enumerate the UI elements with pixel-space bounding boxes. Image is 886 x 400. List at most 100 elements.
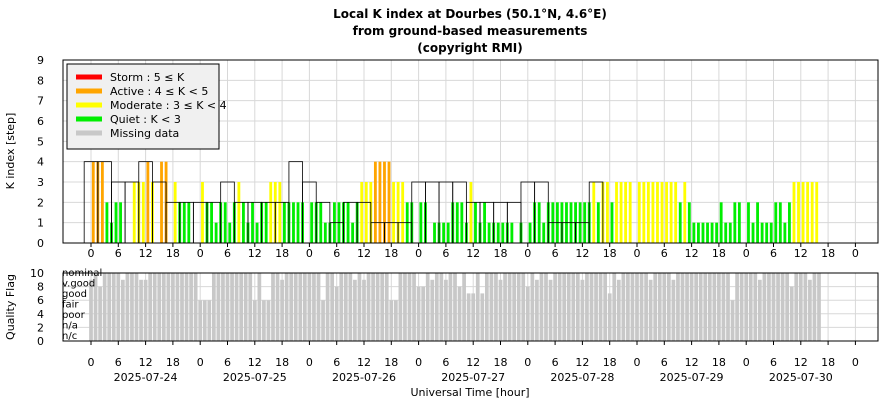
quality-bar xyxy=(362,279,366,341)
k-x-tick-label: 6 xyxy=(442,247,449,260)
quality-bar xyxy=(521,273,526,341)
quality-bar xyxy=(393,300,398,341)
q-date-label: 2025-07-27 xyxy=(441,371,505,384)
quality-bar xyxy=(403,273,407,341)
quality-bar xyxy=(785,273,790,341)
quality-bar xyxy=(707,273,712,341)
k-nowcast-bar xyxy=(737,202,741,243)
quality-bar xyxy=(717,273,721,341)
k-nowcast-bar xyxy=(687,202,691,243)
quality-bar xyxy=(134,273,139,341)
quality-bar xyxy=(289,273,294,341)
k-nowcast-bar xyxy=(628,182,632,243)
quality-bar xyxy=(448,273,453,341)
q-x-tick-label: 18 xyxy=(603,356,617,369)
chart-title-line3: (copyright RMI) xyxy=(417,41,522,55)
k-nowcast-bar xyxy=(214,222,218,243)
quality-bar xyxy=(416,286,421,341)
quality-bar xyxy=(762,273,767,341)
quality-bar xyxy=(548,279,553,341)
k-nowcast-bar xyxy=(606,182,609,243)
quality-bar xyxy=(630,273,635,341)
k-nowcast-bar xyxy=(319,202,323,243)
quality-bars xyxy=(89,273,821,341)
q-y-tick-label: 4 xyxy=(37,308,44,321)
k-nowcast-bar xyxy=(346,202,350,243)
q-date-label: 2025-07-25 xyxy=(223,371,287,384)
quality-bar xyxy=(120,279,125,341)
quality-bar xyxy=(398,273,403,341)
k-x-tick-label: 0 xyxy=(852,247,859,260)
quality-bar xyxy=(744,273,749,341)
q-x-tick-label: 0 xyxy=(88,356,95,369)
quality-bar xyxy=(721,273,726,341)
quality-bar xyxy=(339,273,344,341)
k-nowcast-bar xyxy=(132,182,136,243)
k-x-tick-label: 6 xyxy=(333,247,340,260)
k-nowcast-bar xyxy=(91,161,95,243)
quality-bar xyxy=(421,286,426,341)
quality-bar xyxy=(771,273,776,341)
k-x-tick-label: 0 xyxy=(634,247,641,260)
quality-bar xyxy=(562,273,567,341)
k-nowcast-bar xyxy=(201,182,204,243)
k-nowcast-bar xyxy=(323,222,327,243)
quality-bar xyxy=(457,286,462,341)
quality-bar xyxy=(694,273,699,341)
k-nowcast-bar xyxy=(360,182,364,243)
quality-bar xyxy=(653,273,658,341)
quality-bar xyxy=(93,273,98,341)
k-nowcast-bar xyxy=(501,222,505,243)
quality-bar xyxy=(466,293,471,341)
quality-bar xyxy=(175,273,180,341)
quality-bar xyxy=(243,273,248,341)
k-nowcast-bar xyxy=(678,202,682,243)
quality-bar xyxy=(275,273,280,341)
quality-bar xyxy=(680,273,685,341)
quality-bar xyxy=(566,273,571,341)
q-y-tick-label: 10 xyxy=(30,267,44,280)
k-nowcast-bar xyxy=(810,182,814,243)
k-nowcast-bar xyxy=(383,161,386,243)
legend-label-quiet: Quiet : K < 3 xyxy=(110,113,181,126)
quality-bar xyxy=(225,273,230,341)
q-x-tick-label: 6 xyxy=(770,356,777,369)
q-category-label: fair xyxy=(62,300,79,311)
quality-bar xyxy=(594,273,598,341)
quality-bar xyxy=(635,273,639,341)
q-x-tick-label: 18 xyxy=(166,356,180,369)
k-x-tick-label: 12 xyxy=(794,247,808,260)
k-nowcast-bar xyxy=(487,222,491,243)
quality-bar xyxy=(726,273,730,341)
quality-bar xyxy=(266,300,271,341)
quality-bar xyxy=(280,279,284,341)
quality-bar xyxy=(739,273,744,341)
quality-bar xyxy=(89,279,93,341)
k-nowcast-bar xyxy=(615,182,618,243)
k-nowcast-bar xyxy=(228,222,232,243)
quality-bar xyxy=(157,273,162,341)
q-x-tick-label: 12 xyxy=(357,356,371,369)
q-category-label: poor xyxy=(62,310,86,321)
quality-bar xyxy=(671,279,676,341)
q-x-tick-label: 6 xyxy=(333,356,340,369)
k-x-tick-label: 12 xyxy=(357,247,371,260)
q-x-tick-label: 0 xyxy=(852,356,859,369)
quality-bar xyxy=(184,273,189,341)
k-x-tick-label: 12 xyxy=(139,247,153,260)
k-nowcast-bar xyxy=(392,182,395,243)
k-nowcast-bar xyxy=(806,182,810,243)
k-index-plot-frame xyxy=(62,59,879,244)
quality-bar xyxy=(780,273,785,341)
q-x-tick-label: 18 xyxy=(712,356,726,369)
k-y-tick-label: 0 xyxy=(37,237,44,250)
q-x-tick-label: 12 xyxy=(575,356,589,369)
k-nowcast-bar xyxy=(187,202,191,243)
quality-bar xyxy=(111,273,116,341)
quality-bar xyxy=(767,273,771,341)
k-nowcast-bar xyxy=(278,182,282,243)
quality-bar xyxy=(748,273,753,341)
k-nowcast-bar xyxy=(373,161,377,243)
